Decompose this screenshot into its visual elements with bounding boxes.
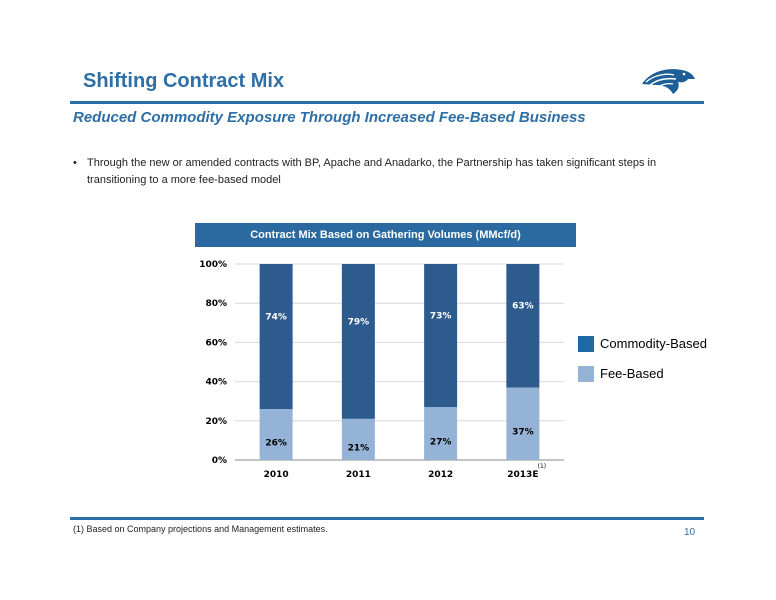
data-label: 21% (348, 443, 370, 453)
bar-fee (259, 409, 293, 460)
bullet-text: Through the new or amended contracts wit… (87, 157, 657, 186)
data-label: 63% (512, 302, 534, 312)
bar-commodity (506, 264, 540, 388)
x-tick-label: 2010 (264, 470, 289, 480)
bullet-marker: • (73, 157, 77, 169)
bar-fee (506, 387, 540, 460)
y-tick-label: 80% (205, 299, 227, 309)
footnote: (1) Based on Company projections and Man… (73, 524, 328, 534)
y-tick-label: 40% (205, 378, 227, 388)
x-tick-label: 2011 (346, 470, 371, 480)
legend-label-fee: Fee-Based (600, 366, 664, 381)
chart-header: Contract Mix Based on Gathering Volumes … (195, 223, 576, 247)
bar-fee (424, 407, 458, 460)
legend-label-commodity: Commodity-Based (600, 336, 707, 351)
x-tick-label: 2012 (428, 470, 453, 480)
x-tick-label: 2013E (507, 470, 538, 480)
y-tick-label: 20% (205, 417, 227, 427)
page-number: 10 (684, 527, 696, 538)
title-rule (70, 101, 704, 104)
y-tick-label: 0% (212, 456, 227, 466)
data-label: 27% (430, 438, 452, 448)
data-label: 79% (348, 317, 370, 327)
y-tick-label: 100% (199, 260, 227, 270)
bar-commodity (259, 264, 293, 410)
legend-swatch-fee (578, 366, 594, 382)
page-title: Shifting Contract Mix (83, 70, 285, 92)
page-subtitle: Reduced Commodity Exposure Through Incre… (73, 109, 586, 126)
bullet-point: • Through the new or amended contracts w… (73, 155, 695, 189)
footer-rule (70, 517, 704, 520)
data-label: 73% (430, 312, 452, 322)
data-label: 26% (265, 439, 287, 449)
data-label: 74% (265, 313, 287, 323)
x-tick-footnote-marker: (1) (538, 463, 547, 470)
y-tick-label: 60% (205, 338, 227, 348)
bar-commodity (341, 264, 375, 419)
data-label: 37% (512, 428, 534, 438)
stacked-bar-chart: 0% 20% 40% 60% 80% 100% 26% 74% 2010 21% 79% 2011 27… (199, 260, 564, 480)
legend-swatch-commodity (578, 336, 594, 352)
bar-fee (341, 418, 375, 460)
bar-commodity (424, 264, 458, 408)
eagle-logo-icon (642, 69, 695, 94)
